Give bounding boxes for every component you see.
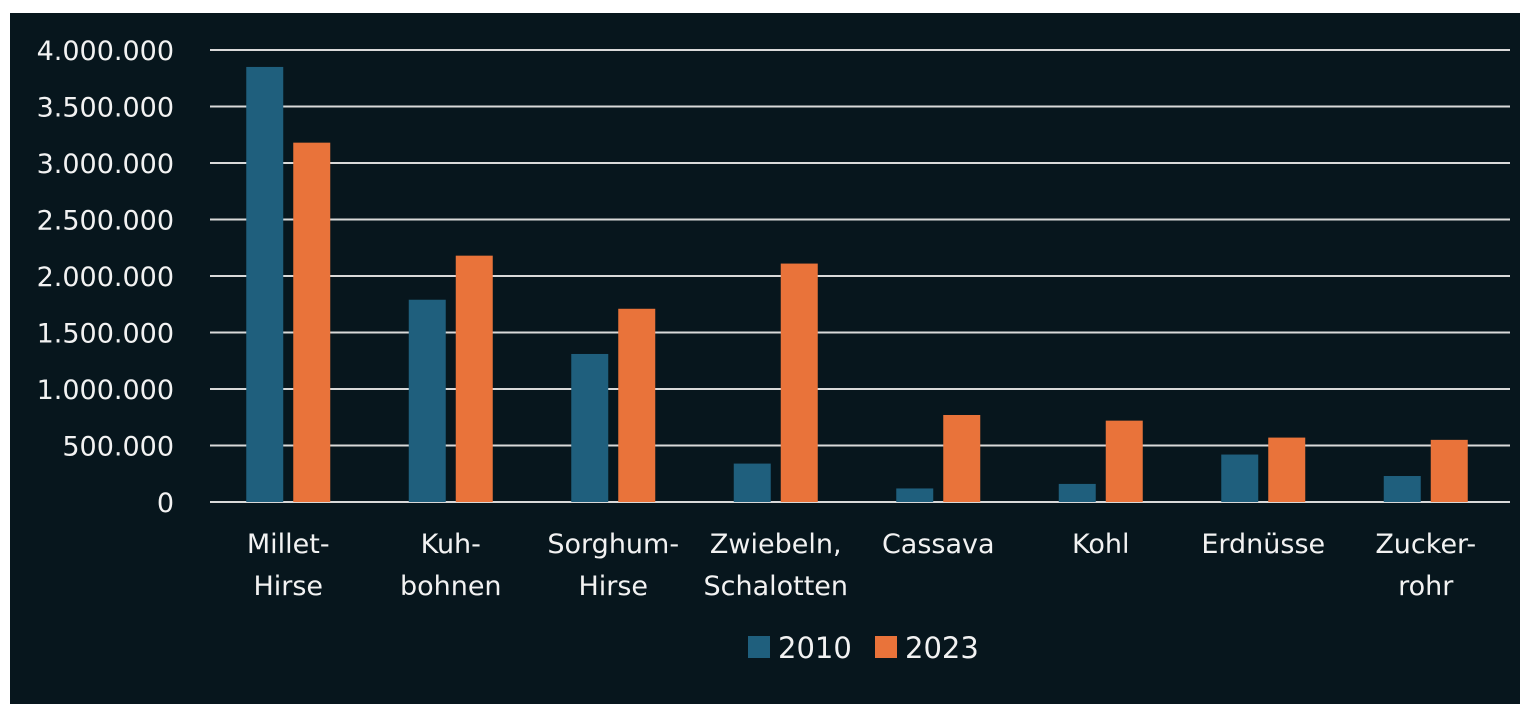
gridlines — [210, 49, 1510, 503]
legend-swatch-2023 — [875, 636, 897, 658]
y-axis-tick-labels: 0 500.000 1.000.000 1.500.000 2.000.000 2.500… — [37, 36, 174, 519]
y-tick-label: 3.000.000 — [37, 149, 174, 180]
bar-2010-3 — [733, 463, 771, 502]
bar-2023-6 — [1268, 437, 1306, 502]
category-label: Kohl — [1072, 529, 1130, 560]
bar-2023-4 — [943, 414, 981, 502]
bar-2010-1 — [408, 299, 446, 502]
bar-2023-1 — [455, 255, 493, 502]
category-label: Hirse — [253, 571, 323, 602]
bar-2023-2 — [618, 308, 656, 502]
legend: 2010 2023 — [748, 631, 979, 665]
category-label: Cassava — [882, 529, 995, 560]
category-label: Kuh- — [421, 529, 481, 560]
category-label: Erdnüsse — [1201, 529, 1325, 560]
y-tick-label: 0 — [157, 488, 174, 519]
bar-2023-7 — [1430, 439, 1468, 502]
y-tick-label: 500.000 — [62, 432, 174, 463]
bar-2010-0 — [246, 66, 284, 502]
y-tick-label: 1.500.000 — [37, 319, 174, 350]
bar-2023-0 — [293, 142, 331, 502]
bar-2010-7 — [1383, 476, 1421, 502]
category-label: rohr — [1398, 571, 1454, 602]
bars — [246, 66, 1468, 502]
bar-2010-2 — [571, 353, 609, 502]
bar-2023-3 — [780, 263, 818, 502]
category-label: Zucker- — [1375, 529, 1476, 560]
legend-label-2010: 2010 — [778, 631, 852, 665]
category-label: Schalotten — [703, 571, 848, 602]
category-label: bohnen — [400, 571, 502, 602]
legend-swatch-2010 — [748, 636, 770, 658]
y-tick-label: 4.000.000 — [37, 36, 174, 67]
bar-2023-5 — [1105, 420, 1143, 502]
category-label: Zwiebeln, — [710, 529, 842, 560]
bar-2010-5 — [1058, 483, 1096, 502]
y-tick-label: 1.000.000 — [37, 375, 174, 406]
category-label: Hirse — [578, 571, 648, 602]
y-tick-label: 2.500.000 — [37, 206, 174, 237]
y-tick-label: 3.500.000 — [37, 93, 174, 124]
bar-2010-6 — [1221, 454, 1259, 502]
category-label: Millet- — [247, 529, 330, 560]
category-label: Sorghum- — [547, 529, 679, 560]
legend-label-2023: 2023 — [905, 631, 979, 665]
x-axis-category-labels: Millet- Hirse Kuh-bohnen Sorghum- Hirse Zwieb… — [247, 529, 1476, 602]
bar-2010-4 — [896, 488, 934, 502]
y-tick-label: 2.000.000 — [37, 262, 174, 293]
